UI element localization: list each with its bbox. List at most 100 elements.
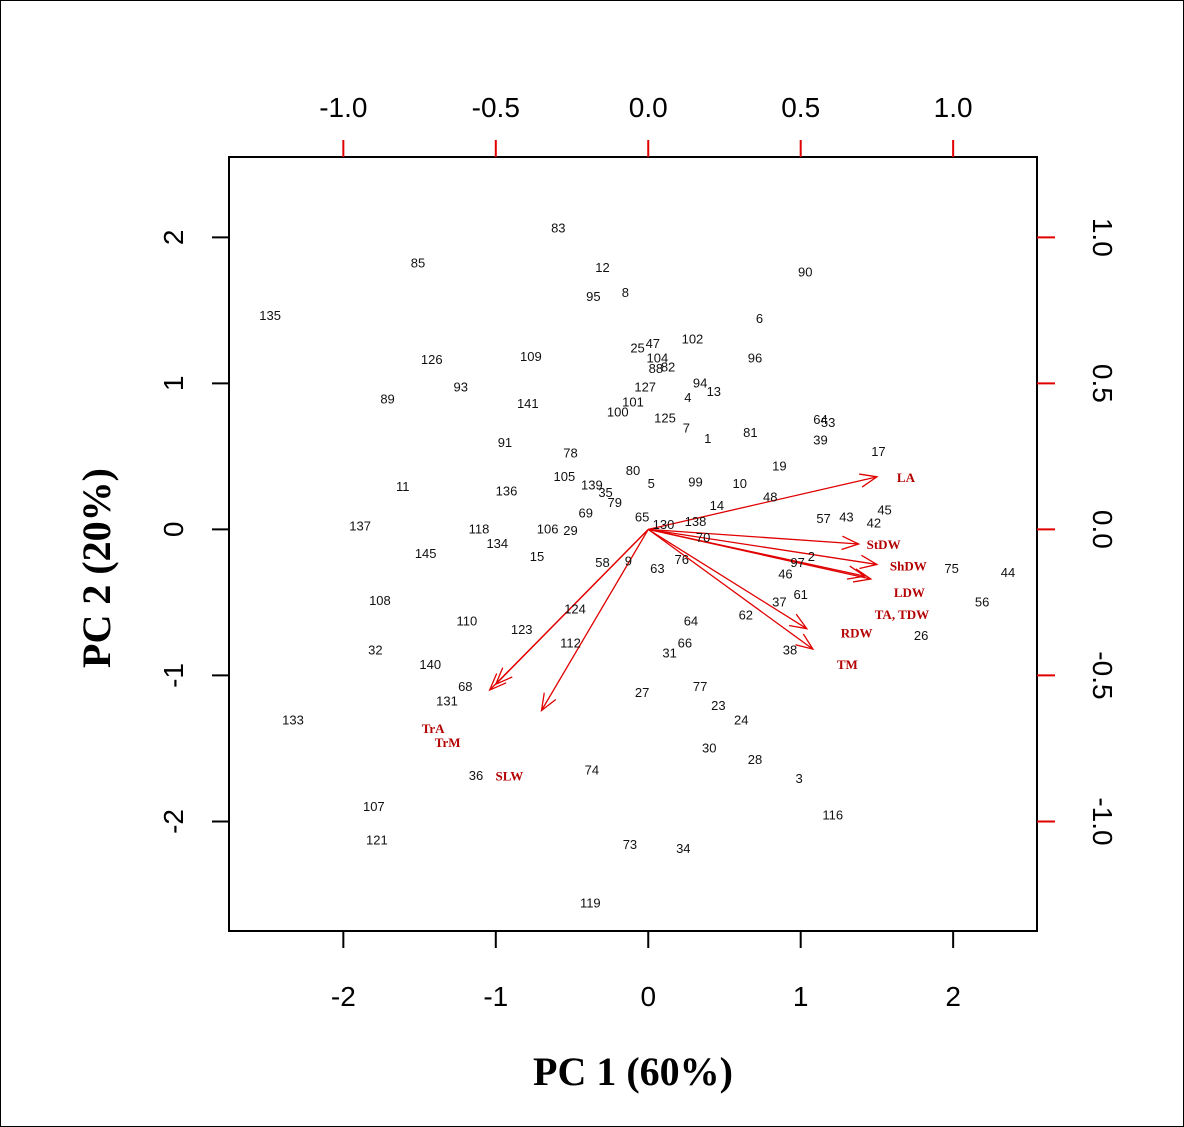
- observation-label: 69: [579, 505, 593, 520]
- observation-label: 6: [756, 311, 763, 326]
- right-tick-label: 0.0: [1087, 510, 1118, 549]
- variable-arrowhead: [795, 633, 815, 651]
- observation-label: 10: [732, 476, 746, 491]
- observation-label: 105: [554, 469, 576, 484]
- y-tick-label: 2: [158, 230, 189, 246]
- y-tick-label: 0: [158, 522, 189, 538]
- variable-arrow: [648, 528, 865, 577]
- right-tick-label: -1.0: [1087, 797, 1118, 845]
- top-tick-label: -0.5: [472, 92, 520, 123]
- observation-label: 83: [551, 221, 565, 236]
- observation-label: 112: [560, 635, 581, 650]
- observation-label: 29: [563, 523, 577, 538]
- observation-label: 17: [871, 444, 885, 459]
- observation-label: 31: [662, 646, 676, 661]
- observation-label: 63: [650, 561, 664, 576]
- observation-label: 43: [839, 510, 853, 525]
- observation-label: 125: [654, 410, 676, 425]
- x-axis-bottom: -2 -1 0 1 2: [331, 930, 961, 1012]
- observation-label: 134: [486, 536, 508, 551]
- observation-label: 65: [635, 510, 649, 525]
- variable-arrowhead: [841, 535, 861, 551]
- observation-label: 95: [586, 289, 600, 304]
- observation-label: 90: [798, 264, 812, 279]
- variable-label: TrM: [435, 735, 461, 750]
- x-tick-label: -1: [483, 981, 508, 1012]
- observation-label: 23: [711, 698, 725, 713]
- variable-label: LA: [897, 470, 916, 485]
- observation-label: 1: [704, 431, 711, 446]
- observation-label: 66: [678, 635, 692, 650]
- observation-label: 58: [595, 555, 609, 570]
- variable-label: RDW: [841, 626, 873, 641]
- observation-label: 47: [646, 336, 660, 351]
- observation-label: 70: [696, 530, 710, 545]
- observation-label: 130: [653, 517, 675, 532]
- observation-label: 64: [813, 412, 827, 427]
- observation-label: 13: [707, 384, 721, 399]
- observation-label: 30: [702, 740, 716, 755]
- observation-label: 119: [580, 895, 601, 910]
- observation-label: 42: [867, 516, 881, 531]
- observation-label: 118: [469, 521, 490, 536]
- variable-arrow: [495, 528, 649, 685]
- observation-label: 135: [259, 308, 281, 323]
- variable-arrow: [648, 528, 859, 545]
- variable-label: TM: [837, 657, 858, 672]
- observation-label: 12: [595, 260, 609, 275]
- observation-label: 46: [778, 567, 792, 582]
- x-axis-top: -1.0 -0.5 0.0 0.5 1.0: [319, 92, 973, 157]
- observation-label: 28: [748, 752, 762, 767]
- right-tick-label: 1.0: [1087, 218, 1118, 257]
- y-axis-title: PC 2 (20%): [74, 468, 119, 668]
- observation-label: 2: [808, 549, 815, 564]
- observation-label: 94: [693, 375, 707, 390]
- variable-arrowhead: [494, 667, 513, 686]
- observation-label: 121: [366, 832, 388, 847]
- x-tick-label: 1: [793, 981, 809, 1012]
- variable-label: TrA: [422, 721, 445, 736]
- observation-label: 99: [688, 475, 702, 490]
- observation-label: 97: [790, 555, 804, 570]
- variable-arrowhead: [859, 554, 879, 570]
- observation-label: 106: [537, 521, 559, 536]
- observation-label: 82: [661, 359, 675, 374]
- y-axis-left: -2 -1 0 1 2: [158, 230, 229, 834]
- observation-label: 8: [622, 285, 629, 300]
- observation-label: 4: [684, 390, 691, 405]
- observation-label: 53: [821, 415, 835, 430]
- observation-label: 107: [363, 799, 385, 814]
- observation-label: 24: [734, 713, 748, 728]
- observation-label: 19: [772, 459, 786, 474]
- observation-label: 102: [682, 332, 704, 347]
- observation-label: 104: [647, 351, 669, 366]
- observation-label: 62: [739, 608, 753, 623]
- observation-label: 45: [877, 502, 891, 517]
- observation-label: 100: [607, 405, 629, 420]
- x-tick-label: 0: [640, 981, 656, 1012]
- observation-label: 93: [453, 380, 467, 395]
- y-tick-label: -1: [158, 663, 189, 688]
- observation-label: 37: [772, 594, 786, 609]
- observation-label: 85: [411, 256, 425, 271]
- variable-arrowhead: [540, 692, 557, 712]
- variable-arrowhead: [788, 613, 809, 630]
- observation-label: 36: [469, 768, 483, 783]
- variable-label: SLW: [496, 768, 524, 783]
- x-tick-label: -2: [331, 981, 356, 1012]
- variable-arrow: [647, 528, 808, 630]
- variable-arrowhead: [852, 568, 873, 583]
- observation-label: 109: [520, 349, 542, 364]
- observation-label: 124: [564, 602, 586, 617]
- top-tick-label: 0.0: [629, 92, 668, 123]
- top-tick-label: 0.5: [781, 92, 820, 123]
- variable-label: TA, TDW: [875, 607, 929, 622]
- observation-label: 5: [648, 476, 655, 491]
- observation-label: 137: [349, 518, 371, 533]
- observation-label: 39: [813, 432, 827, 447]
- observation-label: 57: [816, 511, 830, 526]
- observation-label: 11: [396, 479, 410, 494]
- observation-label: 89: [380, 391, 394, 406]
